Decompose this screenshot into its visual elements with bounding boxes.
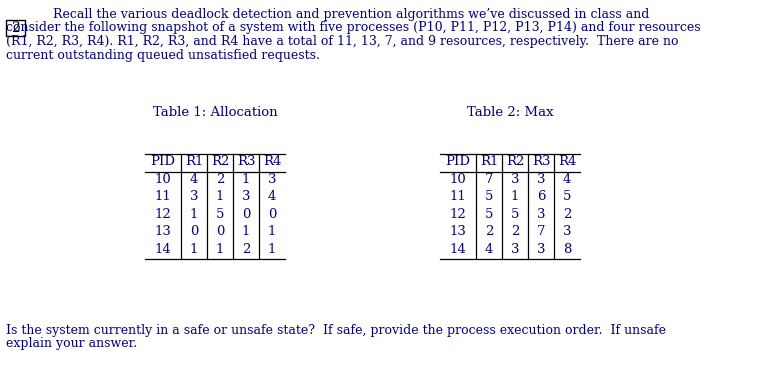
Text: 0: 0 [216, 225, 224, 238]
Text: 2: 2 [11, 21, 20, 35]
Text: Table 2: Max: Table 2: Max [466, 105, 553, 119]
Text: 7: 7 [537, 225, 545, 238]
Text: 5: 5 [563, 190, 572, 203]
Text: 5: 5 [511, 208, 519, 221]
Text: consider the following snapshot of a system with five processes (P10, P11, P12, : consider the following snapshot of a sys… [6, 22, 701, 34]
Text: R1: R1 [480, 155, 498, 168]
Text: 3: 3 [537, 173, 545, 186]
Text: 11: 11 [450, 190, 466, 203]
Text: 12: 12 [154, 208, 171, 221]
Text: 1: 1 [268, 243, 276, 256]
Text: 10: 10 [450, 173, 466, 186]
Text: R3: R3 [532, 155, 550, 168]
Text: 2: 2 [563, 208, 572, 221]
Text: 3: 3 [511, 173, 519, 186]
Text: 1: 1 [189, 208, 198, 221]
Text: 5: 5 [216, 208, 224, 221]
Text: 1: 1 [511, 190, 519, 203]
Text: 3: 3 [537, 208, 545, 221]
Text: Table 1: Allocation: Table 1: Allocation [153, 105, 277, 119]
Text: 0: 0 [268, 208, 276, 221]
Text: 5: 5 [485, 208, 493, 221]
Text: 12: 12 [450, 208, 466, 221]
Text: 10: 10 [154, 173, 171, 186]
Text: 4: 4 [268, 190, 276, 203]
Text: 1: 1 [216, 243, 224, 256]
Text: 4: 4 [485, 243, 493, 256]
Bar [6, 20, 25, 36]
Text: R4: R4 [263, 155, 281, 168]
Text: 13: 13 [450, 225, 466, 238]
Text: 4: 4 [563, 173, 572, 186]
Text: Recall the various deadlock detection and prevention algorithms we’ve discussed : Recall the various deadlock detection an… [53, 8, 649, 21]
Text: 3: 3 [242, 190, 250, 203]
Text: R3: R3 [237, 155, 255, 168]
Text: 2: 2 [485, 225, 493, 238]
Text: 5: 5 [485, 190, 493, 203]
Text: 2: 2 [242, 243, 250, 256]
Text: 0: 0 [242, 208, 250, 221]
Text: 7: 7 [485, 173, 493, 186]
Text: current outstanding queued unsatisfied requests.: current outstanding queued unsatisfied r… [6, 49, 320, 61]
Text: 1: 1 [242, 173, 250, 186]
Text: 14: 14 [154, 243, 171, 256]
Text: Is the system currently in a safe or unsafe state?  If safe, provide the process: Is the system currently in a safe or uns… [6, 324, 666, 337]
Text: 1: 1 [189, 243, 198, 256]
Text: 3: 3 [562, 225, 572, 238]
Text: 0: 0 [189, 225, 198, 238]
Text: 3: 3 [268, 173, 276, 186]
Text: 1: 1 [216, 190, 224, 203]
Text: R1: R1 [185, 155, 203, 168]
Text: 3: 3 [189, 190, 199, 203]
Text: 1: 1 [242, 225, 250, 238]
Text: R2: R2 [506, 155, 524, 168]
Text: R4: R4 [558, 155, 576, 168]
Text: 2: 2 [216, 173, 224, 186]
Text: 6: 6 [537, 190, 545, 203]
Text: 2: 2 [511, 225, 519, 238]
Text: 3: 3 [537, 243, 545, 256]
Text: PID: PID [151, 155, 176, 168]
Text: 8: 8 [563, 243, 572, 256]
Text: (R1, R2, R3, R4). R1, R2, R3, and R4 have a total of 11, 13, 7, and 9 resources,: (R1, R2, R3, R4). R1, R2, R3, and R4 hav… [6, 35, 679, 48]
Text: 4: 4 [189, 173, 198, 186]
Text: 3: 3 [511, 243, 519, 256]
Text: 13: 13 [154, 225, 171, 238]
Text: 1: 1 [268, 225, 276, 238]
Text: R2: R2 [211, 155, 229, 168]
Text: 14: 14 [450, 243, 466, 256]
Text: PID: PID [445, 155, 470, 168]
Text: explain your answer.: explain your answer. [6, 338, 137, 351]
Text: 11: 11 [154, 190, 171, 203]
